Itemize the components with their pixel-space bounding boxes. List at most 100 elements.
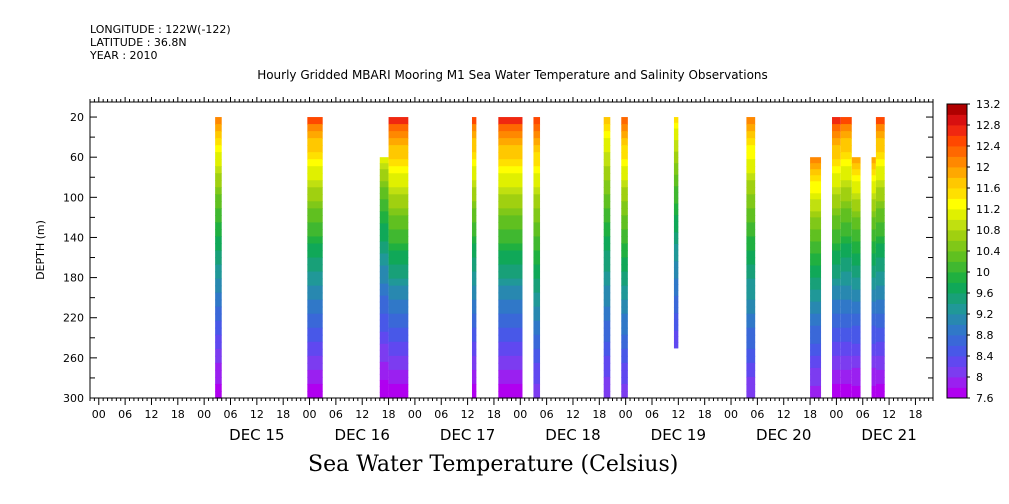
variable-title: Sea Water Temperature (Celsius) bbox=[308, 452, 679, 477]
x-tick-label-21: 06 bbox=[645, 408, 659, 421]
colorbar-label-6: 10.8 bbox=[976, 224, 1001, 237]
profile-segment-2 bbox=[379, 157, 389, 399]
colorbar-swatch-5 bbox=[947, 335, 967, 346]
colorbar-label-3: 12 bbox=[976, 161, 990, 174]
x-tick-label-8: 00 bbox=[303, 408, 317, 421]
colorbar-swatch-4 bbox=[947, 345, 967, 357]
x-tick-label-6: 12 bbox=[250, 408, 264, 421]
x-tick-label-31: 18 bbox=[908, 408, 922, 421]
y-tick-label-3: 140 bbox=[63, 231, 84, 244]
x-tick-label-19: 18 bbox=[592, 408, 606, 421]
x-tick-label-15: 18 bbox=[487, 408, 501, 421]
y-axis: 20 60 100 140 180 220 260 300 bbox=[63, 111, 933, 405]
day-label-1: DEC 16 bbox=[335, 426, 390, 444]
x-tick-label-28: 00 bbox=[829, 408, 843, 421]
x-tick-label-7: 18 bbox=[276, 408, 290, 421]
colorbar-swatch-22 bbox=[947, 156, 967, 168]
colorbar-swatch-7 bbox=[947, 314, 967, 325]
x-tick-label-2: 12 bbox=[144, 408, 158, 421]
x-tick-label-10: 12 bbox=[355, 408, 369, 421]
profile-segment-11 bbox=[810, 157, 822, 399]
x-tick-label-4: 00 bbox=[197, 408, 211, 421]
profile-segment-0 bbox=[215, 117, 222, 399]
profile-segment-1 bbox=[307, 117, 323, 399]
colorbar-label-12: 8.4 bbox=[976, 350, 994, 363]
chart-title: Hourly Gridded MBARI Mooring M1 Sea Wate… bbox=[257, 68, 768, 82]
colorbar-swatch-14 bbox=[947, 240, 967, 252]
colorbar-swatch-13 bbox=[947, 251, 967, 262]
x-tick-label-13: 06 bbox=[434, 408, 448, 421]
colorbar-label-4: 11.6 bbox=[976, 182, 1001, 195]
profile-segment-8 bbox=[621, 117, 628, 399]
colorbar-label-10: 9.2 bbox=[976, 308, 994, 321]
year-label: YEAR : 2010 bbox=[90, 49, 158, 62]
x-tick-label-5: 06 bbox=[224, 408, 238, 421]
colorbar-swatch-17 bbox=[947, 209, 967, 220]
colorbar-swatch-6 bbox=[947, 324, 967, 336]
plot-segments bbox=[215, 117, 885, 399]
y-tick-label-6: 260 bbox=[63, 352, 84, 365]
x-tick-label-11: 18 bbox=[382, 408, 396, 421]
profile-segment-4 bbox=[471, 117, 477, 399]
colorbar-label-8: 10 bbox=[976, 266, 990, 279]
y-tick-label-0: 20 bbox=[70, 111, 84, 124]
colorbar-swatch-3 bbox=[947, 356, 967, 367]
colorbar-swatch-21 bbox=[947, 167, 967, 178]
x-tick-label-16: 00 bbox=[513, 408, 527, 421]
colorbar-swatch-19 bbox=[947, 188, 967, 199]
profile-segment-14 bbox=[851, 157, 861, 399]
x-tick-label-29: 06 bbox=[856, 408, 870, 421]
y-tick-label-4: 180 bbox=[63, 272, 84, 285]
x-tick-label-1: 06 bbox=[118, 408, 132, 421]
profile-segment-6 bbox=[533, 117, 541, 399]
x-tick-label-3: 18 bbox=[171, 408, 185, 421]
colorbar-swatch-10 bbox=[947, 282, 967, 294]
profile-segment-16 bbox=[875, 117, 885, 399]
y-tick-label-7: 300 bbox=[63, 392, 84, 405]
colorbar-label-11: 8.8 bbox=[976, 329, 994, 342]
profile-segment-3 bbox=[388, 117, 409, 399]
x-tick-label-12: 00 bbox=[408, 408, 422, 421]
x-tick-label-0: 00 bbox=[92, 408, 106, 421]
colorbar-label-1: 12.8 bbox=[976, 119, 1001, 132]
x-tick-label-30: 12 bbox=[882, 408, 896, 421]
colorbar-swatch-2 bbox=[947, 366, 967, 378]
profile-segment-13 bbox=[840, 117, 852, 399]
x-tick-label-27: 18 bbox=[803, 408, 817, 421]
colorbar-label-2: 12.4 bbox=[976, 140, 1001, 153]
x-tick-label-18: 12 bbox=[566, 408, 580, 421]
x-tick-label-17: 06 bbox=[540, 408, 554, 421]
day-label-0: DEC 15 bbox=[229, 426, 284, 444]
colorbar-swatch-12 bbox=[947, 261, 967, 273]
colorbar-label-5: 11.2 bbox=[976, 203, 1001, 216]
x-axis: 00 06 12 18 00 06 12 18 00 06 12 18 00 06 12 18 00 06 12 18… bbox=[89, 97, 934, 444]
day-label-4: DEC 19 bbox=[651, 426, 706, 444]
y-tick-label-2: 100 bbox=[63, 191, 84, 204]
colorbar-label-13: 8 bbox=[976, 371, 983, 384]
profile-segment-7 bbox=[603, 117, 611, 399]
x-tick-label-25: 06 bbox=[750, 408, 764, 421]
y-axis-label: DEPTH (m) bbox=[34, 220, 47, 280]
x-tick-label-22: 12 bbox=[671, 408, 685, 421]
colorbar-swatch-1 bbox=[947, 377, 967, 388]
day-label-2: DEC 17 bbox=[440, 426, 495, 444]
day-label-6: DEC 21 bbox=[861, 426, 916, 444]
colorbar-swatch-9 bbox=[947, 293, 967, 304]
x-tick-label-23: 18 bbox=[698, 408, 712, 421]
profile-segment-15 bbox=[871, 157, 876, 399]
colorbar-swatch-27 bbox=[947, 104, 967, 115]
colorbar-label-7: 10.4 bbox=[976, 245, 1001, 258]
colorbar-swatch-15 bbox=[947, 230, 967, 241]
colorbar-swatch-20 bbox=[947, 177, 967, 189]
colorbar-label-0: 13.2 bbox=[976, 98, 1001, 111]
x-tick-label-20: 00 bbox=[619, 408, 633, 421]
colorbar-label-9: 9.6 bbox=[976, 287, 994, 300]
profile-segment-9 bbox=[673, 117, 679, 349]
x-tick-label-26: 12 bbox=[777, 408, 791, 421]
colorbar-swatch-8 bbox=[947, 303, 967, 315]
latitude-label: LATITUDE : 36.8N bbox=[90, 36, 187, 49]
colorbar-swatch-23 bbox=[947, 146, 967, 157]
longitude-label: LONGITUDE : 122W(-122) bbox=[90, 23, 231, 36]
x-tick-label-24: 00 bbox=[724, 408, 738, 421]
